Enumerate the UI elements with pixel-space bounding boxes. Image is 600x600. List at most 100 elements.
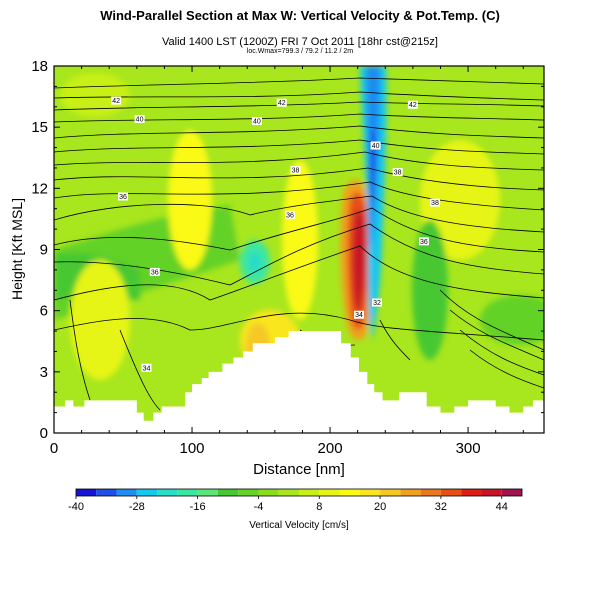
contour-label-box [118,192,129,201]
contour-label: 38 [292,167,300,174]
colorbar [75,488,523,497]
x-tick-label: 300 [456,440,481,457]
x-tick-label: 200 [318,440,343,457]
contour-label: 36 [151,269,159,276]
potential-temperature-contours [54,77,544,411]
contour-label-box [111,96,122,105]
colorbar-swatch [400,489,421,496]
colorbar-swatch [380,489,401,496]
chart-title: Wind-Parallel Section at Max W: Vertical… [100,8,500,23]
contour-line [54,207,544,253]
updraft-core [352,210,366,311]
contour-line [54,125,544,139]
y-tick-label: 3 [40,364,48,381]
colorbar-swatch [319,489,340,496]
contour-label-box [276,98,287,107]
terrain-mask [54,331,544,433]
contour-line [54,101,544,111]
contour-line [119,329,161,411]
field-region-yellow-top [60,73,130,117]
contour-label-box [354,310,365,319]
chart-byline: loc.Wmax=799.3 / 79.2 / 11.2 / 2m [246,48,354,55]
x-tick-label: 100 [180,440,205,457]
contour-label: 36 [286,212,294,219]
contour-line [459,329,544,376]
y-tick-label: 18 [31,58,48,75]
y-tick-label: 12 [31,180,48,197]
colorbar-tick-label: -28 [129,501,145,513]
contour-line [439,289,544,351]
velocity-field [54,73,544,380]
contour-line [54,167,544,191]
colorbar-tick-label: -16 [190,501,206,513]
plot-area: 42 42 42 40 40 40 38 38 38 36 36 36 36 34 32 34 [54,66,544,433]
colorbar-swatch [197,489,218,496]
colorbar-swatch [217,489,239,496]
terrain [54,331,544,433]
colorbar-swatch [238,489,259,496]
contour-line [69,299,91,401]
colorbar-swatch [116,489,137,496]
contour-line [54,245,544,301]
contour-label-box [418,237,429,246]
contour-line [54,139,544,155]
x-axis-label: Distance [nm] [253,461,345,478]
colorbar-swatch [420,489,441,496]
field-region-green-right2 [480,295,544,345]
y-tick-label: 9 [40,242,48,259]
contour-label: 42 [409,102,417,109]
contour-label-box [290,165,301,174]
y-tick-label: 0 [40,425,48,442]
updraft-downdraft-pair [340,66,387,340]
colorbar-swatch [177,489,198,496]
colorbar-label: Vertical Velocity [cm/s] [249,520,349,531]
contour-labels: 42 42 42 40 40 40 38 38 38 36 36 36 36 34 32 34 [111,96,440,372]
contour-label-box [285,210,296,219]
x-axis: 0 100 200 300 [50,66,524,457]
colorbar-frame [75,488,523,497]
contour-label-box [149,267,160,276]
y-tick-label: 15 [31,119,48,136]
contour-line [449,309,544,361]
colorbar-swatch [299,489,320,496]
contour-line [54,77,544,89]
contour-label: 34 [143,365,151,372]
colorbar-tick-label: 8 [316,501,322,513]
contour-label: 40 [136,117,144,124]
y-tick-label: 6 [40,303,48,320]
colorbar-ticks: -40 -28 -16 -4 8 20 32 44 [68,496,508,513]
contour-label-box [370,141,381,150]
colorbar-tick-label: 20 [374,501,386,513]
x-tick-label: 0 [50,440,58,457]
y-axis-label: Height [Kft MSL] [9,198,25,300]
colorbar-swatch [481,489,502,496]
field-region-yellow-left [70,260,130,380]
contour-label-box [371,298,382,307]
field-region-yellow-right [420,140,500,260]
colorbar-tick-label: -4 [254,501,264,513]
colorbar-swatch [76,489,97,496]
contour-label: 42 [112,98,120,105]
field-region-green-right [412,220,448,360]
field-region-yellow-center [282,160,318,320]
field-region-yellow-left2 [168,130,212,270]
contour-line [54,312,544,341]
contour-label-box [141,363,152,372]
colorbar-swatch [339,489,360,496]
contour-label-box [134,115,145,124]
colorbar-swatch [461,489,482,496]
contour-label-box [392,168,403,177]
contour-label: 40 [372,143,380,150]
contour-label: 34 [355,312,363,319]
colorbar-swatch [440,489,462,496]
contour-line [54,151,544,171]
contour-line [54,223,544,286]
colorbar-swatch [96,489,117,496]
contour-label: 40 [253,119,261,126]
chart-subtitle: Valid 1400 LST (1200Z) FRI 7 Oct 2011 [1… [162,36,438,48]
contour-label: 36 [420,239,428,246]
contour-label: 42 [278,100,286,107]
contour-label-box [407,100,418,109]
